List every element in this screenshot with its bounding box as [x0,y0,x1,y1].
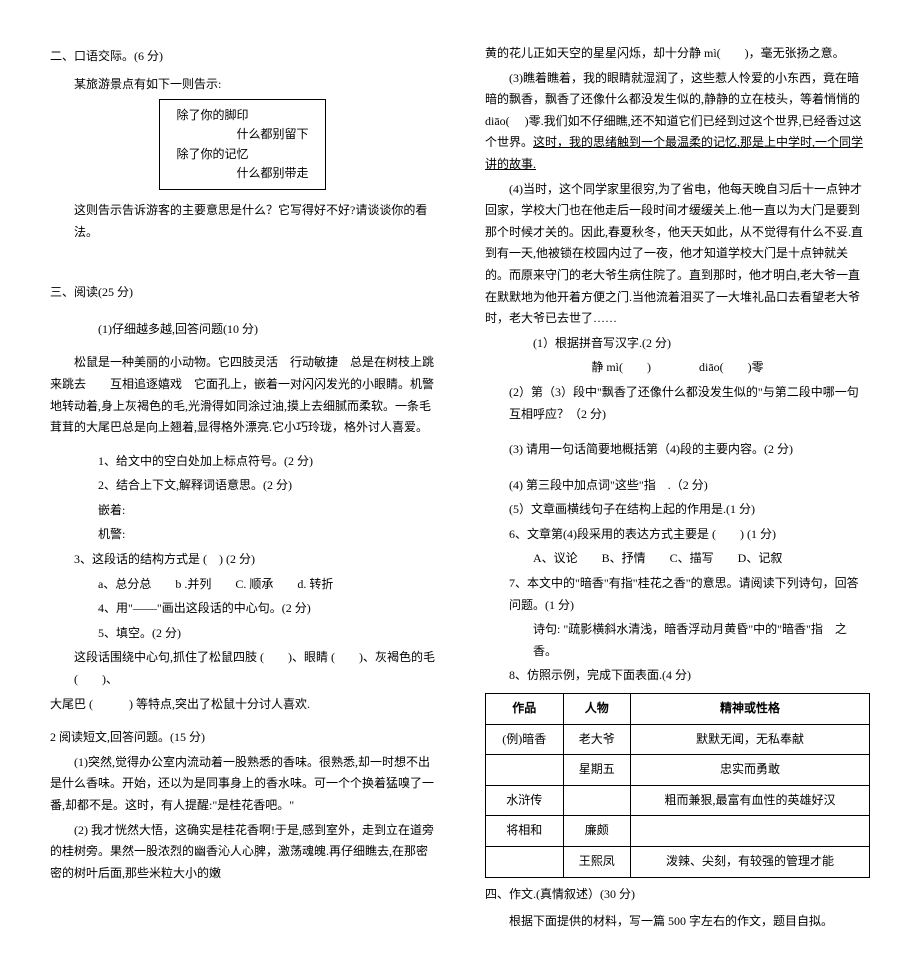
p2-para1: (1)突然,觉得办公室内流动着一股熟悉的香味。很熟悉,却一时想不出是什么香味。开… [50,752,435,817]
sec4-title: 四、作文.(真情叙述）(30 分) [485,884,870,906]
p1-q4: 4、用"——"画出这段话的中心句。(2 分) [50,598,435,620]
sec4-q: 根据下面提供的材料，写一篇 500 字左右的作文，题目自拟。 [485,911,870,933]
p3: 黄的花儿正如天空的星星闪烁，却十分静 mì( )，毫无张扬之意。 [485,43,870,65]
p4-underline: 这时，我的思绪触到一个最温柔的记忆,那是上中学时,一个同学讲的故事. [485,135,863,171]
r-q3: (3) 请用一句话简要地概括第（4)段的主要内容。(2 分) [485,439,870,461]
p1-q5: 5、填空。(2 分) [50,623,435,645]
box-line2: 什么都别留下 [176,125,308,144]
r-q7: 7、本文中的"暗香"有指"桂花之香"的意思。请阅读下列诗句，回答问题。(1 分) [485,573,870,616]
table-row: 星期五 忠实而勇敢 [486,755,870,786]
p1-para1: 松鼠是一种美丽的小动物。它四肢灵活 行动敏捷 总是在树枝上跳来跳去 互相追逐嬉戏… [50,352,435,438]
table-row: 王熙凤 泼辣、尖刻，有较强的管理才能 [486,847,870,878]
r-q1: (1）根据拼音写汉字.(2 分) [485,333,870,355]
r-q4: (4) 第三段中加点词"这些"指 .（2 分) [485,475,870,497]
box-line1: 除了你的脚印 [176,106,308,125]
answer-table: 作品 人物 精神或性格 (例)暗香 老大爷 默默无闻，无私奉献 星期五 忠实而勇… [485,693,870,878]
table-row: (例)暗香 老大爷 默默无闻，无私奉献 [486,724,870,755]
box-line4: 什么都别带走 [176,164,308,183]
th-0: 作品 [486,694,564,725]
right-column: 黄的花儿正如天空的星星闪烁，却十分静 mì( )，毫无张扬之意。 (3)瞧着瞧着… [485,40,870,936]
r-q8: 8、仿照示例，完成下面表面.(4 分) [485,665,870,687]
r-q7a: 诗句: "疏影横斜水清浅，暗香浮动月黄昏"中的"暗香"指 之香。 [485,619,870,662]
p4: (3)瞧着瞧着，我的眼睛就湿润了，这些惹人怜爱的小东西，竟在暗暗的飘香，飘香了还… [485,68,870,176]
notice-box: 除了你的脚印 什么都别留下 除了你的记忆 什么都别带走 [159,99,325,190]
sec2-prompt: 某旅游景点有如下一则告示: [50,74,435,96]
th-1: 人物 [563,694,630,725]
table-row: 水浒传 粗而兼狠,最富有血性的英雄好汉 [486,785,870,816]
p1-q1: 1、给文中的空白处加上标点符号。(2 分) [50,451,435,473]
p1-q5b: 大尾巴 ( ) 等特点,突出了松鼠十分讨人喜欢. [50,694,435,716]
p1-q3: 3、这段话的结构方式是 ( ) (2 分) [50,549,435,571]
r-q6opts: A、议论 B、抒情 C、描写 D、记叙 [485,548,870,570]
p1-q3opts: a、总分总 b .并列 C. 顺承 d. 转折 [50,574,435,596]
p1-q2: 2、结合上下文,解释词语意思。(2 分) [50,475,435,497]
p1-q2b: 机警: [50,524,435,546]
p1-title: (1)仔细越多越,回答问题(10 分) [50,319,435,341]
sec3-title: 三、阅读(25 分) [50,282,435,304]
r-q2: (2）第（3）段中"飘香了还像什么都没发生似的"与第二段中哪一句互相呼应？（2 … [485,382,870,425]
r-q1a: 静 mì( ) diāo( )零 [485,357,870,379]
p2-para2: (2) 我才恍然大悟，这确实是桂花香啊!于是,感到室外，走到立在道旁的桂树旁。果… [50,820,435,885]
p1-q2a: 嵌着: [50,500,435,522]
r-q6: 6、文章第(4)段采用的表达方式主要是 ( ) (1 分) [485,524,870,546]
sec2-q: 这则告示告诉游客的主要意思是什么？它写得好不好?请谈谈你的看法。 [50,200,435,243]
p1-q5a: 这段话围绕中心句,抓住了松鼠四肢 ( )、眼睛 ( )、灰褐色的毛 ( )、 [50,647,435,690]
box-line3: 除了你的记忆 [176,145,308,164]
table-row: 将相和 廉颇 [486,816,870,847]
r-q5: (5）文章画横线句子在结构上起的作用是.(1 分) [485,499,870,521]
th-2: 精神或性格 [630,694,869,725]
left-column: 二、口语交际。(6 分) 某旅游景点有如下一则告示: 除了你的脚印 什么都别留下… [50,40,435,936]
p2-title: 2 阅读短文,回答问题。(15 分) [50,727,435,749]
sec2-title: 二、口语交际。(6 分) [50,46,435,68]
p5: (4)当时，这个同学家里很穷,为了省电，他每天晚自习后十一点钟才回家，学校大门也… [485,179,870,330]
